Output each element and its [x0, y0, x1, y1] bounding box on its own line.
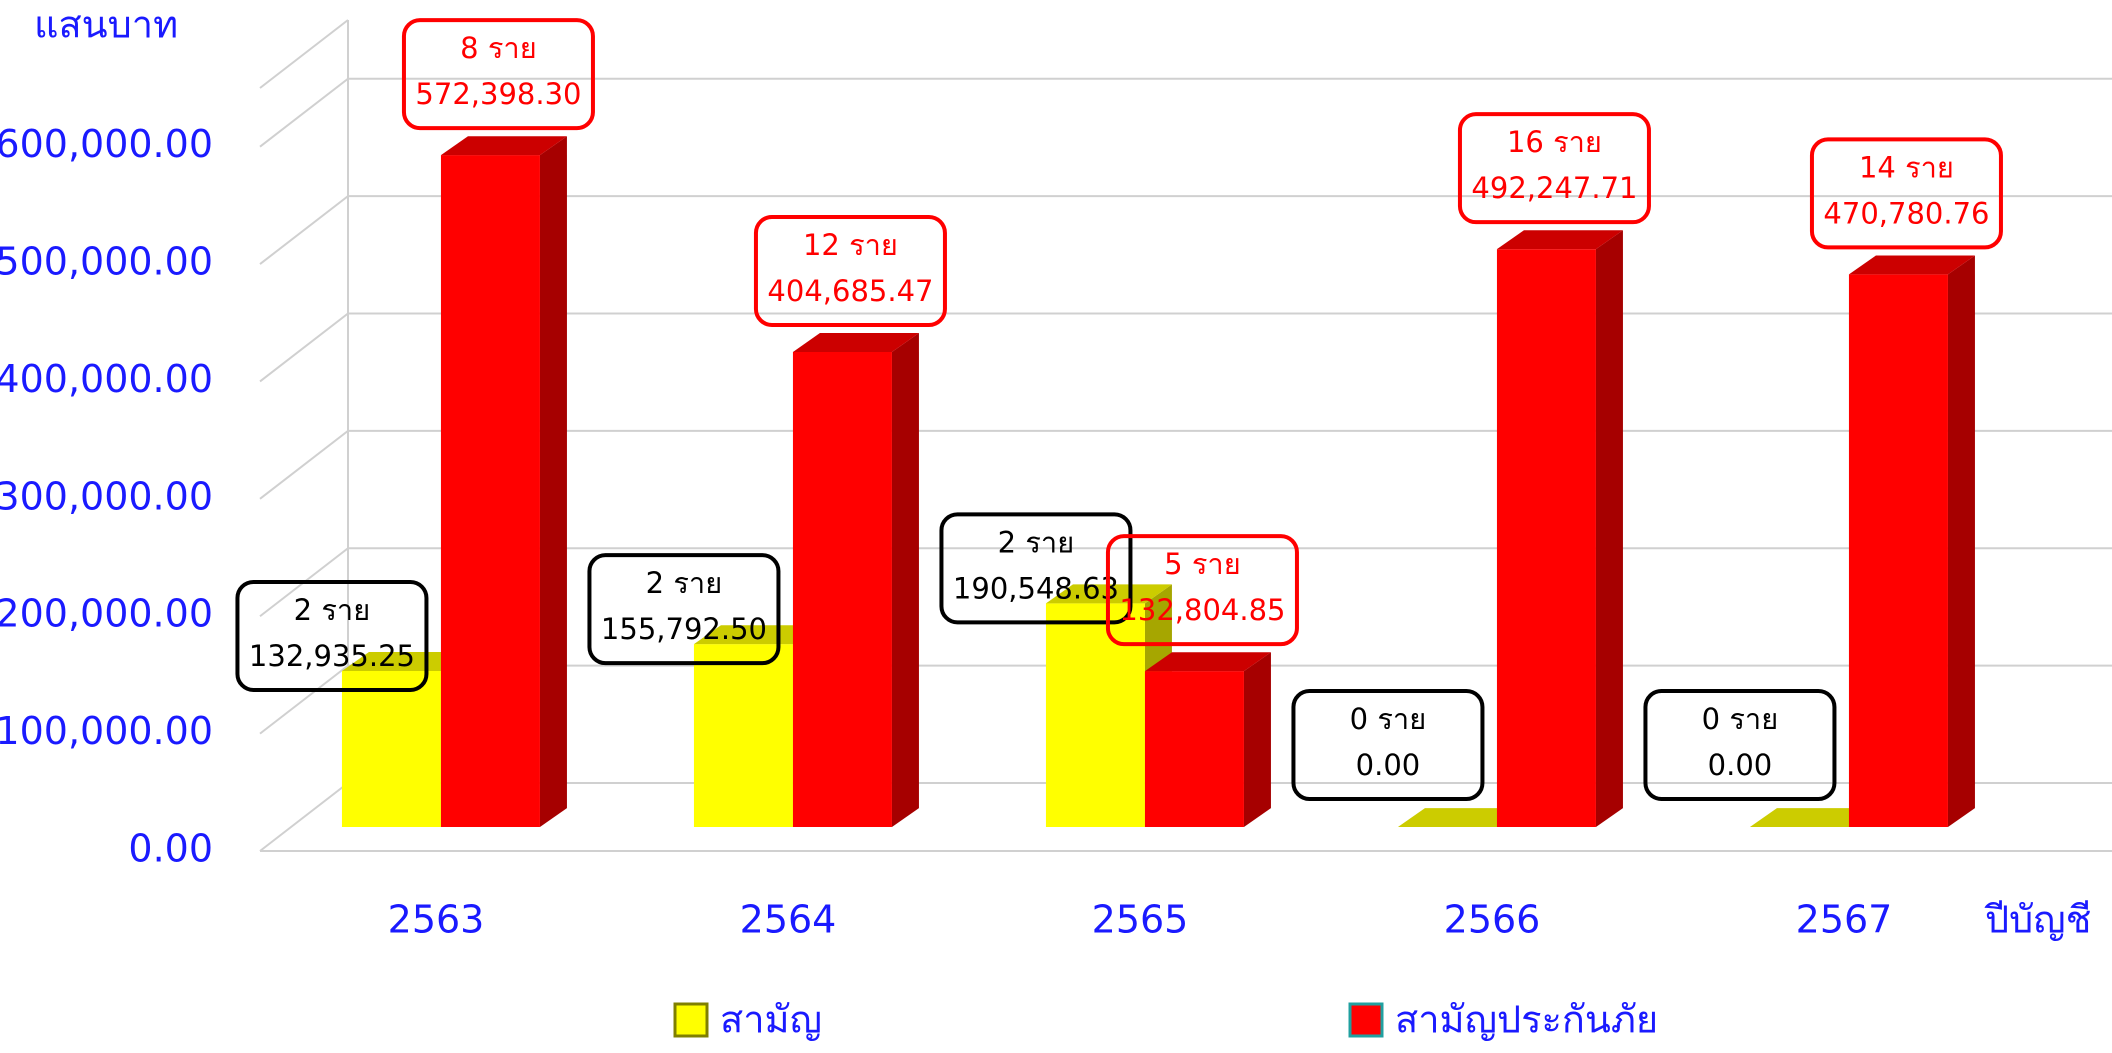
grid-line — [259, 77, 2112, 148]
bar-top — [1496, 230, 1623, 250]
x-tick-label: 2564 — [740, 898, 837, 942]
y-tick-label: 600,000.00 — [0, 122, 213, 166]
bar-3d — [1397, 808, 1524, 827]
label-box — [401, 18, 595, 131]
bar — [1144, 671, 1244, 827]
value-label: 470,780.76 — [1823, 196, 1989, 230]
count-label: 2 ราย — [646, 566, 723, 600]
bar — [693, 644, 793, 827]
label-box — [1105, 534, 1299, 647]
count-label: 8 ราย — [460, 31, 537, 65]
bar-side — [891, 333, 919, 827]
count-label: 12 ราย — [803, 228, 898, 262]
count-label: 2 ราย — [294, 593, 371, 627]
y-tick-label: 500,000.00 — [0, 240, 213, 284]
bar-3d — [792, 333, 919, 827]
bar — [1848, 274, 1948, 827]
value-label: 492,247.71 — [1471, 171, 1637, 205]
label-box — [587, 553, 781, 666]
bar — [341, 670, 441, 827]
y-axis-label: แสนบาท — [34, 3, 178, 47]
value-label: 404,685.47 — [767, 274, 933, 308]
label-box — [1457, 112, 1651, 225]
bar-top — [792, 333, 919, 352]
x-axis-label: ปีบัญชี — [1984, 898, 2091, 942]
label-box — [1809, 137, 2003, 250]
bar — [1496, 249, 1596, 827]
y-tick-label: 100,000.00 — [0, 709, 213, 753]
y-tick-label: 0.00 — [128, 827, 213, 871]
label-box — [235, 579, 429, 692]
legend-label: สามัญ — [720, 998, 822, 1042]
legend-label: สามัญประกันภัย — [1395, 998, 1658, 1042]
y-tick-label: 300,000.00 — [0, 474, 213, 518]
count-label: 14 ราย — [1859, 150, 1954, 184]
label-box — [1291, 689, 1485, 801]
bar-top — [1848, 255, 1975, 275]
x-tick-label: 2563 — [388, 898, 485, 942]
value-label: 132,804.85 — [1119, 593, 1285, 627]
bar-top — [1144, 652, 1271, 672]
value-label: 132,935.25 — [249, 639, 415, 673]
bar — [1045, 603, 1145, 827]
grid-line — [259, 195, 2112, 265]
bar-3d — [1144, 652, 1271, 827]
label-box — [939, 512, 1133, 625]
label-box — [1643, 689, 1837, 801]
label-box — [753, 214, 947, 327]
count-label: 5 ราย — [1164, 547, 1241, 581]
bar-side — [1595, 230, 1623, 827]
value-label: 0.00 — [1356, 748, 1421, 782]
bar-3d — [1496, 230, 1623, 827]
bar-top — [1397, 808, 1524, 827]
count-label: 16 ราย — [1507, 125, 1602, 159]
value-label: 0.00 — [1708, 748, 1773, 782]
bar-top — [1749, 808, 1876, 827]
value-label: 190,548.63 — [953, 571, 1119, 605]
bar-top — [341, 652, 468, 671]
back-wall — [259, 19, 349, 783]
count-label: 0 ราย — [1702, 702, 1779, 736]
bar-side — [1243, 652, 1271, 827]
bar-side — [1947, 255, 1975, 827]
bar-top — [693, 625, 820, 645]
y-tick-label: 200,000.00 — [0, 592, 213, 636]
count-label: 0 ราย — [1350, 702, 1427, 736]
y-tick-label: 400,000.00 — [0, 357, 213, 401]
value-label: 155,792.50 — [601, 612, 767, 646]
bar-top — [440, 136, 567, 156]
bar — [440, 155, 540, 827]
bar — [792, 351, 892, 827]
legend-swatch — [673, 1002, 709, 1038]
bar-3d — [1749, 808, 1876, 827]
value-label: 572,398.30 — [415, 77, 581, 111]
bar-3d — [440, 136, 567, 828]
x-tick-label: 2567 — [1796, 898, 1893, 942]
count-label: 2 ราย — [998, 525, 1075, 559]
x-tick-label: 2565 — [1092, 898, 1189, 942]
bar-3d — [1848, 255, 1975, 827]
legend-swatch — [1348, 1002, 1384, 1038]
x-tick-label: 2566 — [1444, 898, 1541, 942]
bar-side — [539, 136, 567, 828]
